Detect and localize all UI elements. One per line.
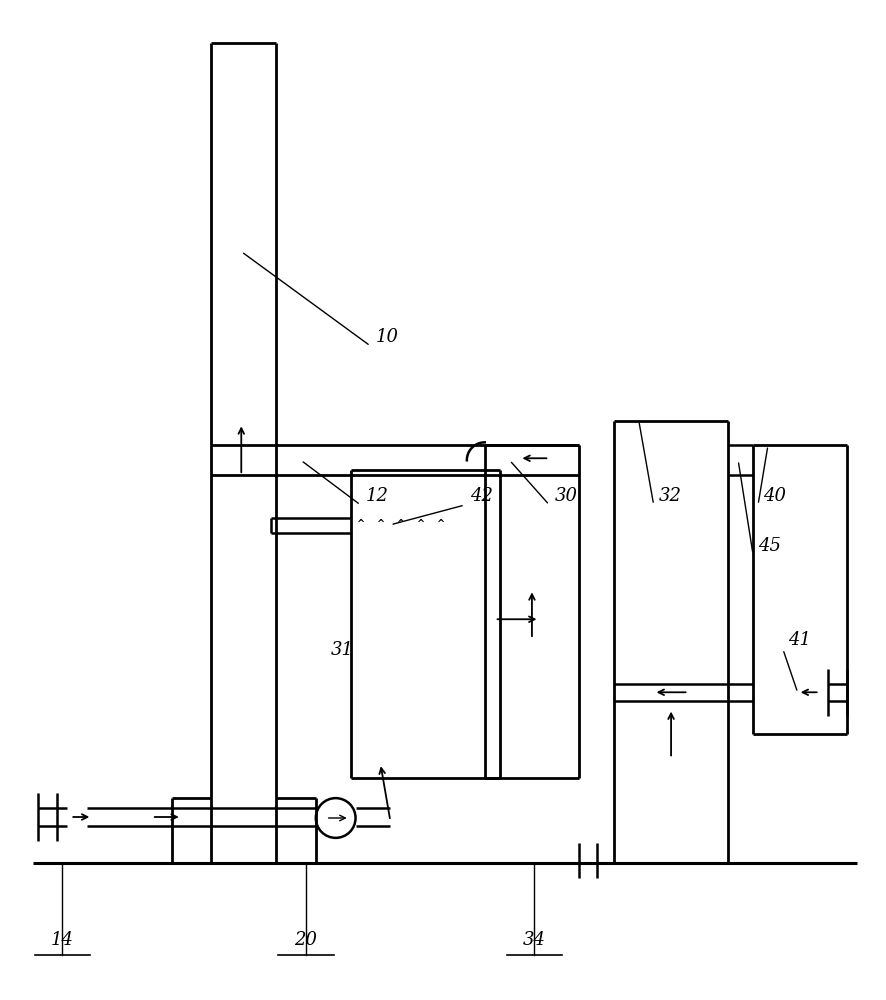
- Text: ^: ^: [416, 519, 424, 529]
- Text: 32: 32: [658, 487, 680, 505]
- Text: 12: 12: [365, 487, 388, 505]
- Text: 30: 30: [554, 487, 577, 505]
- Text: 31: 31: [330, 641, 354, 659]
- Text: 41: 41: [787, 631, 810, 649]
- Text: ^: ^: [356, 519, 364, 529]
- Text: 10: 10: [375, 328, 398, 346]
- Text: 14: 14: [51, 931, 74, 949]
- Text: 40: 40: [762, 487, 785, 505]
- Text: 34: 34: [523, 931, 545, 949]
- Text: 42: 42: [470, 487, 493, 505]
- Text: 45: 45: [758, 537, 781, 555]
- Text: ^: ^: [396, 519, 404, 529]
- Text: ^: ^: [376, 519, 384, 529]
- Text: ^: ^: [435, 519, 444, 529]
- Text: 20: 20: [294, 931, 317, 949]
